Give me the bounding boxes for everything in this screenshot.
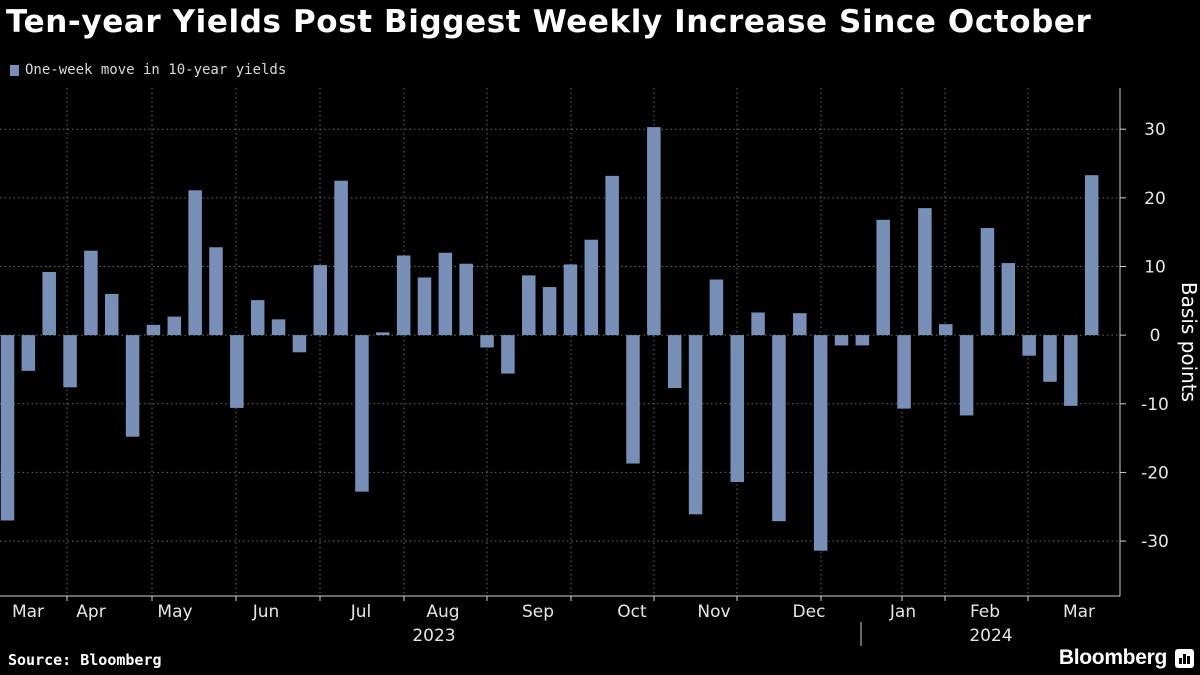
bar: [793, 313, 807, 336]
bar: [21, 335, 36, 371]
year-label: 2023: [412, 626, 455, 646]
bar: [501, 335, 515, 374]
month-label: Oct: [617, 602, 647, 622]
bar: [313, 265, 327, 336]
bar: [897, 335, 911, 409]
bar: [42, 271, 56, 336]
bar: [250, 300, 265, 336]
bars-layer: [0, 127, 1099, 551]
label-layer: 30 20 10 0 -10 -20 -30 Mar Apr May Jun Jul Aug Sep Oct…: [12, 120, 1169, 646]
bar: [209, 247, 223, 336]
y-tick-label: 30: [1144, 120, 1166, 140]
month-label: May: [157, 602, 192, 622]
bar: [626, 335, 640, 464]
bar: [125, 335, 140, 437]
bar: [730, 335, 744, 483]
bar: [105, 293, 119, 336]
bar: [959, 335, 974, 416]
bar: [146, 324, 161, 336]
month-label: Feb: [970, 602, 1000, 622]
y-tick-label: 10: [1144, 257, 1166, 277]
month-label: Mar: [12, 602, 44, 622]
bar: [292, 335, 307, 353]
grid-layer: [0, 88, 1120, 596]
bar: [1043, 335, 1057, 382]
month-label: Apr: [76, 602, 105, 622]
bar: [480, 335, 494, 348]
axis-layer: [0, 88, 1126, 646]
bar: [751, 312, 765, 336]
bar: [1084, 175, 1099, 336]
bar: [876, 219, 890, 336]
bar: [688, 335, 703, 515]
bloomberg-logo: Bloomberg: [1058, 646, 1167, 669]
legend-label: One-week move in 10-year yields: [25, 62, 287, 78]
bar: [1001, 263, 1016, 336]
bar: [522, 275, 536, 336]
bar: [709, 279, 724, 336]
bar: [355, 335, 369, 492]
month-label: Mar: [1063, 602, 1095, 622]
y-tick-label: -30: [1141, 532, 1169, 552]
bar: [1022, 335, 1036, 356]
bar: [772, 335, 786, 522]
month-label: Jul: [350, 602, 372, 622]
source-note: Source: Bloomberg: [8, 651, 162, 669]
y-tick-label: -10: [1141, 395, 1169, 415]
bar: [855, 335, 870, 346]
bar: [0, 335, 15, 521]
legend-swatch: [10, 64, 19, 76]
bar: [813, 335, 828, 551]
bloomberg-chart-icon: [1175, 649, 1194, 668]
bar: [188, 190, 202, 336]
y-tick-label: -20: [1141, 463, 1169, 483]
bar: [417, 277, 432, 336]
bar: [605, 175, 619, 336]
y-axis-label: Basis points: [1177, 282, 1200, 402]
y-tick-label: 0: [1150, 326, 1161, 346]
bar: [584, 239, 599, 336]
bar: [834, 335, 849, 346]
legend: One-week move in 10-year yields: [10, 62, 286, 78]
bar: [63, 335, 77, 388]
month-label: Jun: [252, 602, 280, 622]
month-label: Dec: [793, 602, 826, 622]
bar: [376, 332, 390, 336]
month-label: Nov: [697, 602, 730, 622]
month-label: Aug: [426, 602, 459, 622]
bar: [667, 335, 682, 388]
bar: [84, 250, 98, 336]
bar: [396, 255, 411, 336]
y-tick-label: 20: [1144, 189, 1166, 209]
month-label: Sep: [522, 602, 554, 622]
bar: [647, 127, 661, 336]
bar: [563, 264, 578, 336]
bar: [1064, 335, 1078, 406]
month-label: Jan: [889, 602, 916, 622]
bar: [918, 208, 932, 336]
bar: [230, 335, 244, 408]
bar: [271, 319, 286, 336]
bar: [459, 263, 473, 336]
bar: [542, 287, 557, 336]
chart-title: Ten-year Yields Post Biggest Weekly Incr…: [6, 4, 1092, 40]
bar: [980, 228, 995, 336]
bar: [167, 316, 182, 336]
bar: [334, 180, 348, 336]
bar: [438, 252, 453, 336]
bar: [939, 324, 953, 336]
year-label: 2024: [969, 626, 1012, 646]
